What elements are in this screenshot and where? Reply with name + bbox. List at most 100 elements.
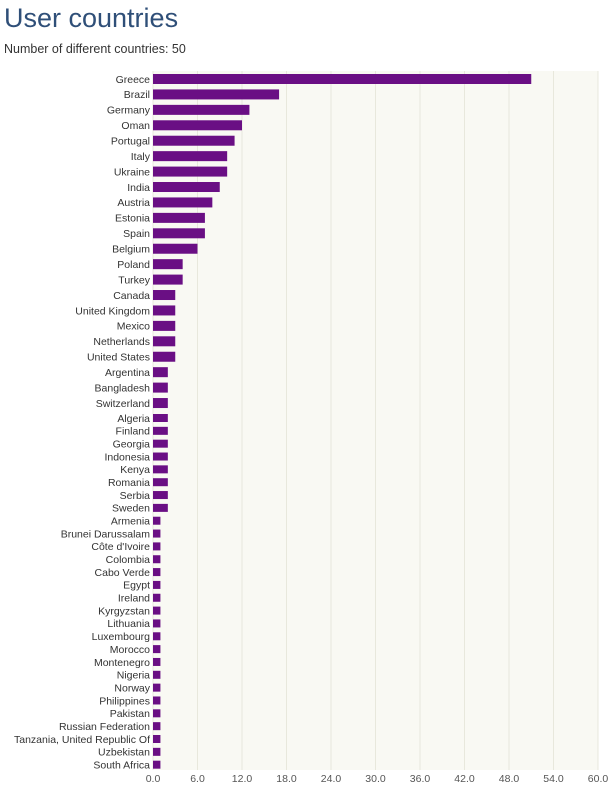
bar [153,760,161,769]
category-label: Italy [131,151,151,163]
category-label: Switzerland [96,398,150,410]
category-label: Serbia [120,490,151,502]
category-label: Austria [117,197,150,209]
x-tick-label: 30.0 [365,773,386,785]
x-axis-ticks: 0.0 6.0 12.0 18.0 24.0 30.0 36.0 42.0 48.0 54.0 60… [146,773,609,785]
category-label: Germany [107,105,151,117]
x-tick-label: 36.0 [410,773,431,785]
bar [153,747,161,756]
category-label: Cabo Verde [95,567,151,579]
bar [153,426,168,435]
category-label: Pakistan [110,708,150,720]
category-label: Poland [117,259,150,271]
category-label: Colombia [106,554,151,566]
category-label: Philippines [99,695,150,707]
category-label: Greece [116,74,151,86]
bar [153,645,161,654]
bar [153,336,176,347]
bar [153,398,168,409]
category-label: Egypt [123,580,150,592]
category-label: Kenya [120,464,150,476]
bar [153,259,183,270]
bar [153,683,161,692]
category-label: Lithuania [107,618,150,630]
bar [153,632,161,641]
bar [153,593,161,602]
bar [153,382,168,393]
bar [153,465,168,474]
page-title: User countries [4,3,179,33]
category-label: Oman [121,120,150,132]
x-tick-label: 42.0 [454,773,475,785]
bar [153,619,161,628]
bar [153,305,176,316]
category-label: Ireland [118,593,150,605]
bar [153,120,242,131]
x-tick-label: 12.0 [232,773,253,785]
category-label: Tanzania, United Republic Of [14,734,150,746]
category-label: South Africa [93,759,150,771]
x-tick-label: 18.0 [276,773,297,785]
x-tick-label: 54.0 [543,773,564,785]
category-label: United States [87,352,150,364]
category-label: Argentina [105,367,150,379]
bar [153,166,228,177]
bar [153,135,235,146]
bar [153,89,280,100]
category-label: Norway [114,682,150,694]
bar [153,722,161,731]
bar [153,243,198,254]
bar [153,320,176,331]
category-label: Nigeria [117,670,150,682]
bar [153,197,213,208]
category-label: Mexico [117,321,150,333]
category-label: Romania [108,477,150,489]
x-tick-label: 48.0 [499,773,520,785]
x-tick-label: 0.0 [146,773,161,785]
bar [153,670,161,679]
category-label: Sweden [112,503,150,515]
category-label: Kyrgyzstan [98,605,150,617]
country-count-subtitle: Number of different countries: 50 [4,42,186,56]
category-label: Estonia [115,213,150,225]
bar [153,503,168,512]
bar [153,709,161,718]
bar [153,414,168,422]
bar [153,516,161,525]
bar [153,212,205,223]
category-label: Brunei Darussalam [61,528,151,540]
x-tick-label: 6.0 [190,773,205,785]
bar [153,580,161,589]
category-label: Montenegro [94,657,150,669]
category-label: Morocco [110,644,150,656]
category-label: Canada [113,290,150,302]
bar [153,542,161,551]
bar [153,529,161,538]
bar [153,439,168,448]
category-label: Georgia [113,438,151,450]
category-label: Algeria [117,413,150,425]
category-label: Portugal [111,136,150,148]
category-label: United Kingdom [75,305,150,317]
bar [153,228,205,239]
x-tick-label: 24.0 [321,773,342,785]
bar [153,478,168,487]
bar [153,351,176,362]
category-label: Belgium [112,244,150,256]
category-label: Brazil [124,89,150,101]
bar [153,151,228,162]
category-label: Côte d'Ivoire [91,541,150,553]
bar [153,568,161,577]
category-label: Bangladesh [95,382,151,394]
x-tick-label: 60.0 [588,773,609,785]
category-label: Indonesia [104,451,150,463]
bar [153,735,161,743]
category-label: Turkey [118,274,150,286]
bar [153,274,183,285]
category-label: Armenia [111,516,150,528]
bar [153,555,161,564]
grid-lines [152,71,599,770]
category-labels: Greece Brazil Germany Oman Portugal Italy Ukra… [14,74,151,772]
bar [153,491,168,500]
